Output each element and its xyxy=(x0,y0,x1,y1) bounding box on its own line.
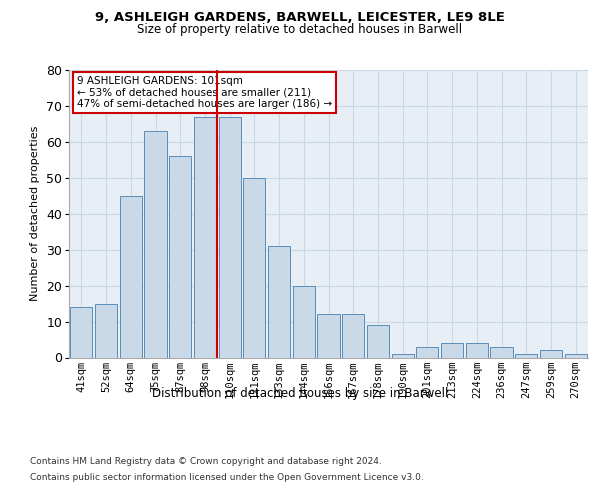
Bar xyxy=(293,286,315,358)
Text: Distribution of detached houses by size in Barwell: Distribution of detached houses by size … xyxy=(152,388,448,400)
Bar xyxy=(540,350,562,358)
Bar xyxy=(416,346,439,358)
Bar xyxy=(218,116,241,358)
Bar xyxy=(119,196,142,358)
Bar xyxy=(515,354,538,358)
Text: Contains public sector information licensed under the Open Government Licence v3: Contains public sector information licen… xyxy=(30,472,424,482)
Bar xyxy=(466,343,488,357)
Bar xyxy=(490,346,512,358)
Bar xyxy=(342,314,364,358)
Bar xyxy=(194,116,216,358)
Bar xyxy=(169,156,191,358)
Y-axis label: Number of detached properties: Number of detached properties xyxy=(31,126,41,302)
Bar xyxy=(95,304,117,358)
Text: 9 ASHLEIGH GARDENS: 101sqm
← 53% of detached houses are smaller (211)
47% of sem: 9 ASHLEIGH GARDENS: 101sqm ← 53% of deta… xyxy=(77,76,332,109)
Bar xyxy=(243,178,265,358)
Bar xyxy=(565,354,587,358)
Bar xyxy=(70,307,92,358)
Text: 9, ASHLEIGH GARDENS, BARWELL, LEICESTER, LE9 8LE: 9, ASHLEIGH GARDENS, BARWELL, LEICESTER,… xyxy=(95,11,505,24)
Bar xyxy=(268,246,290,358)
Bar xyxy=(317,314,340,358)
Bar xyxy=(441,343,463,357)
Bar xyxy=(367,325,389,358)
Text: Contains HM Land Registry data © Crown copyright and database right 2024.: Contains HM Land Registry data © Crown c… xyxy=(30,458,382,466)
Bar xyxy=(392,354,414,358)
Text: Size of property relative to detached houses in Barwell: Size of property relative to detached ho… xyxy=(137,22,463,36)
Bar xyxy=(145,131,167,358)
